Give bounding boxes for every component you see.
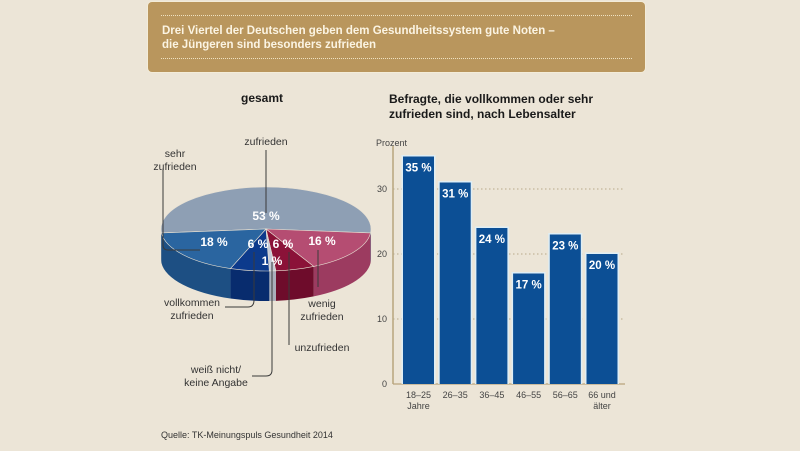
- callout-label-unzufrieden: unzufrieden: [295, 342, 350, 354]
- callout-line-2: [225, 252, 255, 308]
- title-banner: Drei Viertel der Deutschen geben dem Ges…: [148, 2, 645, 72]
- callout-label-sehr-zufrieden: sehr zufrieden: [153, 148, 196, 173]
- y-axis-label: Prozent: [376, 138, 408, 148]
- bar-value-label-4: 23 %: [552, 241, 578, 253]
- x-tick-label-3: 46–55: [516, 390, 541, 400]
- y-tick-label-20: 20: [377, 249, 387, 259]
- bar-2: [476, 228, 508, 384]
- bar-value-label-0: 35 %: [405, 163, 431, 175]
- pie-value-label-unzufrieden: 6 %: [273, 237, 294, 251]
- bar-1: [439, 182, 471, 384]
- x-tick-label-2: 36–45: [479, 390, 504, 400]
- bar-value-label-3: 17 %: [515, 280, 541, 292]
- bar-0: [403, 156, 434, 384]
- pie-value-label-wenig: 16 %: [308, 234, 336, 248]
- pie-side-wenig: [313, 232, 371, 297]
- bar-5: [586, 254, 618, 384]
- bar-value-label-1: 31 %: [442, 189, 468, 201]
- callout-label-wenig: wenig zufrieden: [300, 298, 343, 323]
- pie-side-sehr-zufrieden: [161, 232, 231, 299]
- pie-value-label-sehr-zufrieden: 18 %: [200, 235, 228, 249]
- pie-title: gesamt: [241, 91, 284, 105]
- bar-3: [513, 273, 545, 384]
- y-tick-label-30: 30: [377, 184, 387, 194]
- pie-slice-wenig: [265, 228, 371, 267]
- divider-bottom: [161, 58, 632, 59]
- callout-label-vollkommen: vollkommen zufrieden: [164, 297, 220, 322]
- x-tick-label-1: 26–35: [443, 390, 468, 400]
- callout-label-zufrieden: zufrieden: [244, 136, 287, 148]
- chart-title: Drei Viertel der Deutschen geben dem Ges…: [162, 25, 555, 51]
- x-tick-label-0: 18–25 Jahre: [406, 390, 431, 411]
- callout-line-1: [162, 170, 200, 251]
- x-tick-label-4: 56–65: [553, 390, 578, 400]
- source-note: Quelle: TK-Meinungspuls Gesundheit 2014: [161, 430, 333, 440]
- callout-label-weiss-nicht: weiß nicht/keine Angabe: [184, 364, 248, 389]
- pie-side-unzufrieden: [275, 266, 314, 301]
- divider-top: [161, 15, 632, 16]
- pie-value-label-vollkommen: 6 %: [248, 237, 269, 251]
- pie-side-weiss-nicht: [269, 270, 276, 301]
- pie-value-label-zufrieden: 53 %: [252, 209, 280, 223]
- y-tick-label-10: 10: [377, 314, 387, 324]
- y-tick-label-0: 0: [382, 379, 387, 389]
- bar-value-label-2: 24 %: [479, 234, 505, 246]
- pie-value-label-weiss-nicht: 1 %: [262, 254, 283, 268]
- bar-value-label-5: 20 %: [589, 260, 615, 272]
- pie-side-vollkommen: [230, 268, 270, 302]
- bar-chart-title: Befragte, die vollkommen oder sehr zufri…: [389, 92, 594, 121]
- x-tick-label-5: 66 und älter: [588, 390, 616, 411]
- callout-line-3: [252, 262, 273, 377]
- bar-4: [549, 234, 581, 384]
